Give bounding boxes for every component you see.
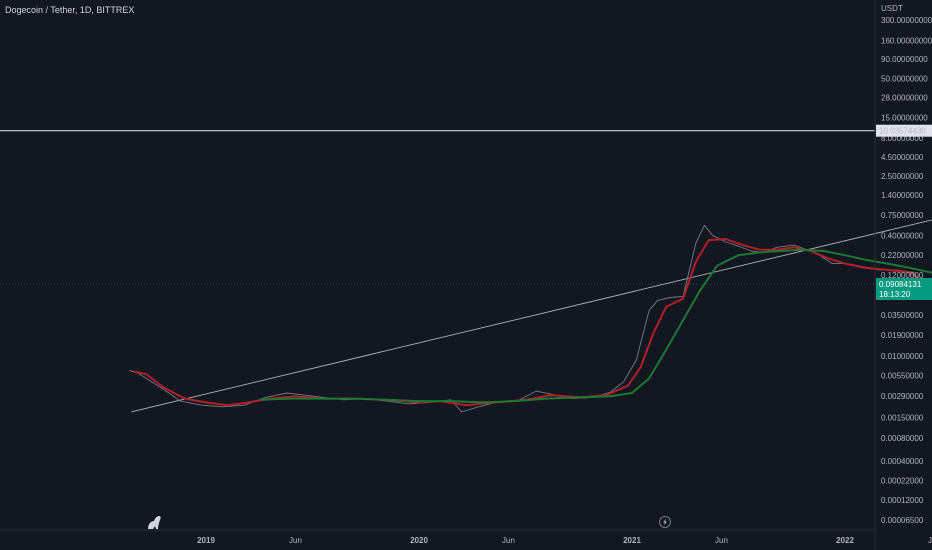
horizontal-line-value: 10.03574430 [879,127,926,136]
price-tick-label: 0.75000000 [881,211,924,220]
time-tick-label: 2020 [410,536,428,545]
time-tick-label: 2019 [197,536,215,545]
price-axis[interactable]: 300.00000000 160.00000000 90.00000000 50.00… [874,0,932,550]
price-tick-label: 0.00040000 [881,457,924,466]
trend-line[interactable] [131,159,932,413]
time-tick-label: Jun [289,536,302,545]
price-tick-label: 90.00000000 [881,55,928,64]
horizontal-line-tag [876,124,932,137]
time-tick-label: 2021 [623,536,641,545]
price-tick-label: 50.00000000 [881,74,928,83]
bar-countdown: 18:13:20 [879,290,911,299]
time-tick-label: Jun [715,536,728,545]
price-tick-label: 0.03500000 [881,311,924,320]
time-tick-label: Jun [928,536,932,545]
price-tick-label: 8.00000000 [881,134,924,143]
price-tick-label: 0.01000000 [881,352,924,361]
price-tick-label: 0.00022000 [881,476,924,485]
price-tick-label: 0.00150000 [881,414,924,423]
price-series-line[interactable] [129,224,932,413]
price-tick-label: 300.00000000 [881,16,932,25]
current-price-value: 0.09084131 [879,280,922,289]
current-price-tag [876,278,932,301]
price-tick-label: 160.00000000 [881,37,932,46]
price-tick-label: 0.22000000 [881,251,924,260]
price-tick-label: 0.00290000 [881,392,924,401]
tradingview-logo-icon[interactable] [148,516,161,529]
currency-label: USDT [881,4,903,13]
price-tick-label: 15.00000000 [881,114,928,123]
price-series-line[interactable] [133,238,932,407]
price-tick-label: 2.50000000 [881,172,924,181]
price-tick-label: 0.01900000 [881,331,924,340]
price-tick-label: 28.00000000 [881,93,928,102]
price-tick-label: 0.00550000 [881,371,924,380]
time-tick-label: Jun [502,536,515,545]
price-tick-label: 0.12000000 [881,271,924,280]
price-tick-label: 0.40000000 [881,232,924,241]
time-axis[interactable]: 2019Jun2020Jun2021Jun2022Jun2023Jun2024J… [0,529,932,545]
lightning-icon[interactable] [659,516,671,528]
chart-title: Dogecoin / Tether, 1D, BITTREX [5,5,134,15]
price-tick-label: 0.00012000 [881,496,924,505]
price-series-line[interactable] [259,248,932,404]
price-tick-label: 1.40000000 [881,191,924,200]
price-tick-label: 0.00006500 [881,516,924,525]
price-tick-label: 0.00080000 [881,434,924,443]
price-tick-label: 4.50000000 [881,153,924,162]
time-tick-label: 2022 [836,536,854,545]
